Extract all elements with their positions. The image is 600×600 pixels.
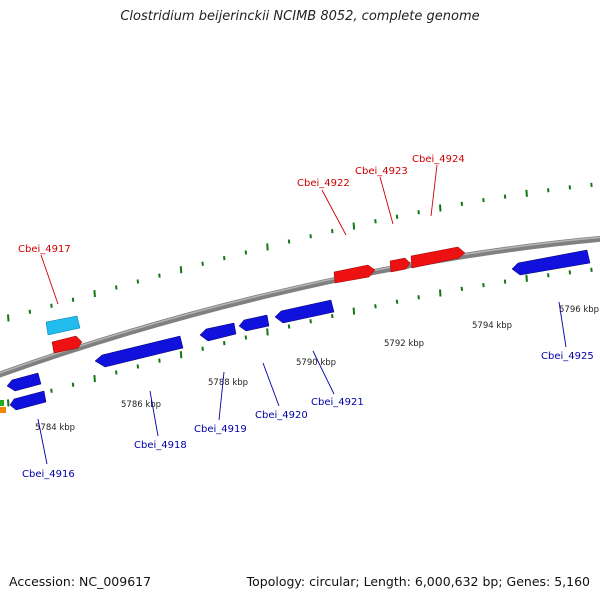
- gene-cbei-4922[interactable]: [333, 264, 376, 284]
- scale-label: 5794 kbp: [472, 321, 512, 331]
- minor-tick: [568, 185, 572, 190]
- accession-text: Accession: NC_009617: [9, 574, 152, 589]
- major-tick: [7, 314, 10, 322]
- gene-cbei-4918[interactable]: [94, 335, 184, 368]
- minor-tick: [309, 234, 312, 239]
- minor-tick: [417, 210, 420, 215]
- major-tick: [352, 222, 356, 230]
- minor-tick: [568, 270, 572, 275]
- gene-label-cbei-4922[interactable]: Cbei_4922: [297, 178, 350, 189]
- major-tick: [179, 266, 183, 274]
- minor-tick: [460, 286, 464, 292]
- major-tick: [439, 289, 442, 297]
- minor-tick: [158, 273, 161, 278]
- minor-tick: [482, 282, 485, 288]
- minor-tick: [244, 250, 248, 255]
- map-title: Clostridium beijerinckii NCIMB 8052, com…: [120, 9, 480, 24]
- gene-cbei-4925[interactable]: [511, 249, 591, 276]
- scale-label: 5796 kbp: [559, 305, 599, 315]
- minor-tick: [287, 239, 291, 244]
- gene-label-cbei-4921[interactable]: Cbei_4921: [311, 397, 364, 408]
- minor-tick: [374, 219, 377, 224]
- topology-text: Topology: circular; Length: 6,000,632 bp…: [246, 574, 590, 589]
- gene-label-cbei-4923[interactable]: Cbei_4923: [355, 166, 408, 177]
- gene-label-cbei-4916[interactable]: Cbei_4916: [22, 469, 75, 480]
- gene-label-cbei-4920[interactable]: Cbei_4920: [255, 410, 308, 421]
- major-tick: [525, 274, 528, 282]
- minor-tick: [590, 267, 593, 273]
- major-tick: [439, 204, 442, 212]
- major-tick: [93, 290, 96, 298]
- major-tick: [7, 399, 10, 407]
- minor-tick: [395, 299, 399, 304]
- major-tick: [266, 328, 269, 336]
- forward-label-connectors: [40, 164, 438, 305]
- gene-cbei-4916[interactable]: [9, 390, 47, 411]
- minor-tick: [71, 297, 75, 302]
- minor-tick: [71, 382, 75, 387]
- reverse-label-connectors: [37, 301, 567, 465]
- minor-tick: [395, 214, 399, 219]
- edge-gene-green: [0, 400, 4, 406]
- gene-cbei-4919[interactable]: [199, 322, 237, 342]
- minor-tick: [115, 370, 118, 375]
- major-tick: [352, 307, 356, 315]
- gene-cbei-4923[interactable]: [389, 257, 411, 273]
- major-tick: [93, 375, 96, 383]
- minor-tick: [331, 313, 334, 319]
- rna-gene[interactable]: [45, 315, 81, 336]
- minor-tick: [158, 358, 161, 363]
- minor-tick: [223, 255, 226, 261]
- minor-tick: [287, 324, 291, 329]
- major-tick: [179, 351, 183, 359]
- gene-label-cbei-4919[interactable]: Cbei_4919: [194, 424, 247, 435]
- gene-label-cbei-4925[interactable]: Cbei_4925: [541, 351, 594, 362]
- minor-tick: [50, 388, 53, 393]
- scale-label: 5792 kbp: [384, 339, 424, 349]
- minor-tick: [50, 303, 53, 308]
- scale-label: 5788 kbp: [208, 378, 248, 388]
- minor-tick: [201, 261, 204, 266]
- gene-cbei-4924[interactable]: [410, 246, 466, 269]
- minor-tick: [590, 182, 593, 188]
- gene-cbei-4921[interactable]: [274, 299, 335, 324]
- gene-label-cbei-4924[interactable]: Cbei_4924: [412, 154, 465, 165]
- major-tick: [266, 243, 269, 251]
- gene-label-cbei-4918[interactable]: Cbei_4918: [134, 440, 187, 451]
- minor-tick: [309, 319, 312, 324]
- minor-tick: [482, 197, 485, 203]
- gene-cbei-4920[interactable]: [238, 314, 270, 332]
- minor-tick: [460, 201, 464, 207]
- reverse-genes: [6, 249, 591, 411]
- minor-tick: [28, 309, 32, 314]
- gene-label-cbei-4917[interactable]: Cbei_4917: [18, 244, 71, 255]
- minor-tick: [503, 279, 507, 284]
- minor-tick: [547, 273, 550, 278]
- minor-tick: [331, 228, 334, 234]
- edge-gene-orange: [0, 407, 6, 413]
- genome-backbone: [0, 235, 600, 378]
- minor-tick: [417, 295, 420, 300]
- minor-tick: [136, 364, 140, 369]
- scale-label: 5784 kbp: [35, 423, 75, 433]
- minor-tick: [223, 340, 226, 346]
- minor-tick: [115, 285, 118, 290]
- gene-cbei-4916-b[interactable]: [6, 372, 42, 392]
- scale-label: 5786 kbp: [121, 400, 161, 410]
- minor-tick: [136, 279, 140, 284]
- scale-label: 5790 kbp: [296, 358, 336, 368]
- minor-tick: [244, 335, 248, 340]
- minor-tick: [201, 346, 204, 351]
- forward-genes: [51, 246, 466, 354]
- major-tick: [525, 189, 528, 197]
- lower-tick-row: [7, 267, 593, 407]
- gene-cbei-4917[interactable]: [51, 335, 83, 354]
- minor-tick: [503, 194, 507, 199]
- upper-tick-row: [7, 182, 593, 322]
- minor-tick: [547, 188, 550, 193]
- minor-tick: [374, 304, 377, 309]
